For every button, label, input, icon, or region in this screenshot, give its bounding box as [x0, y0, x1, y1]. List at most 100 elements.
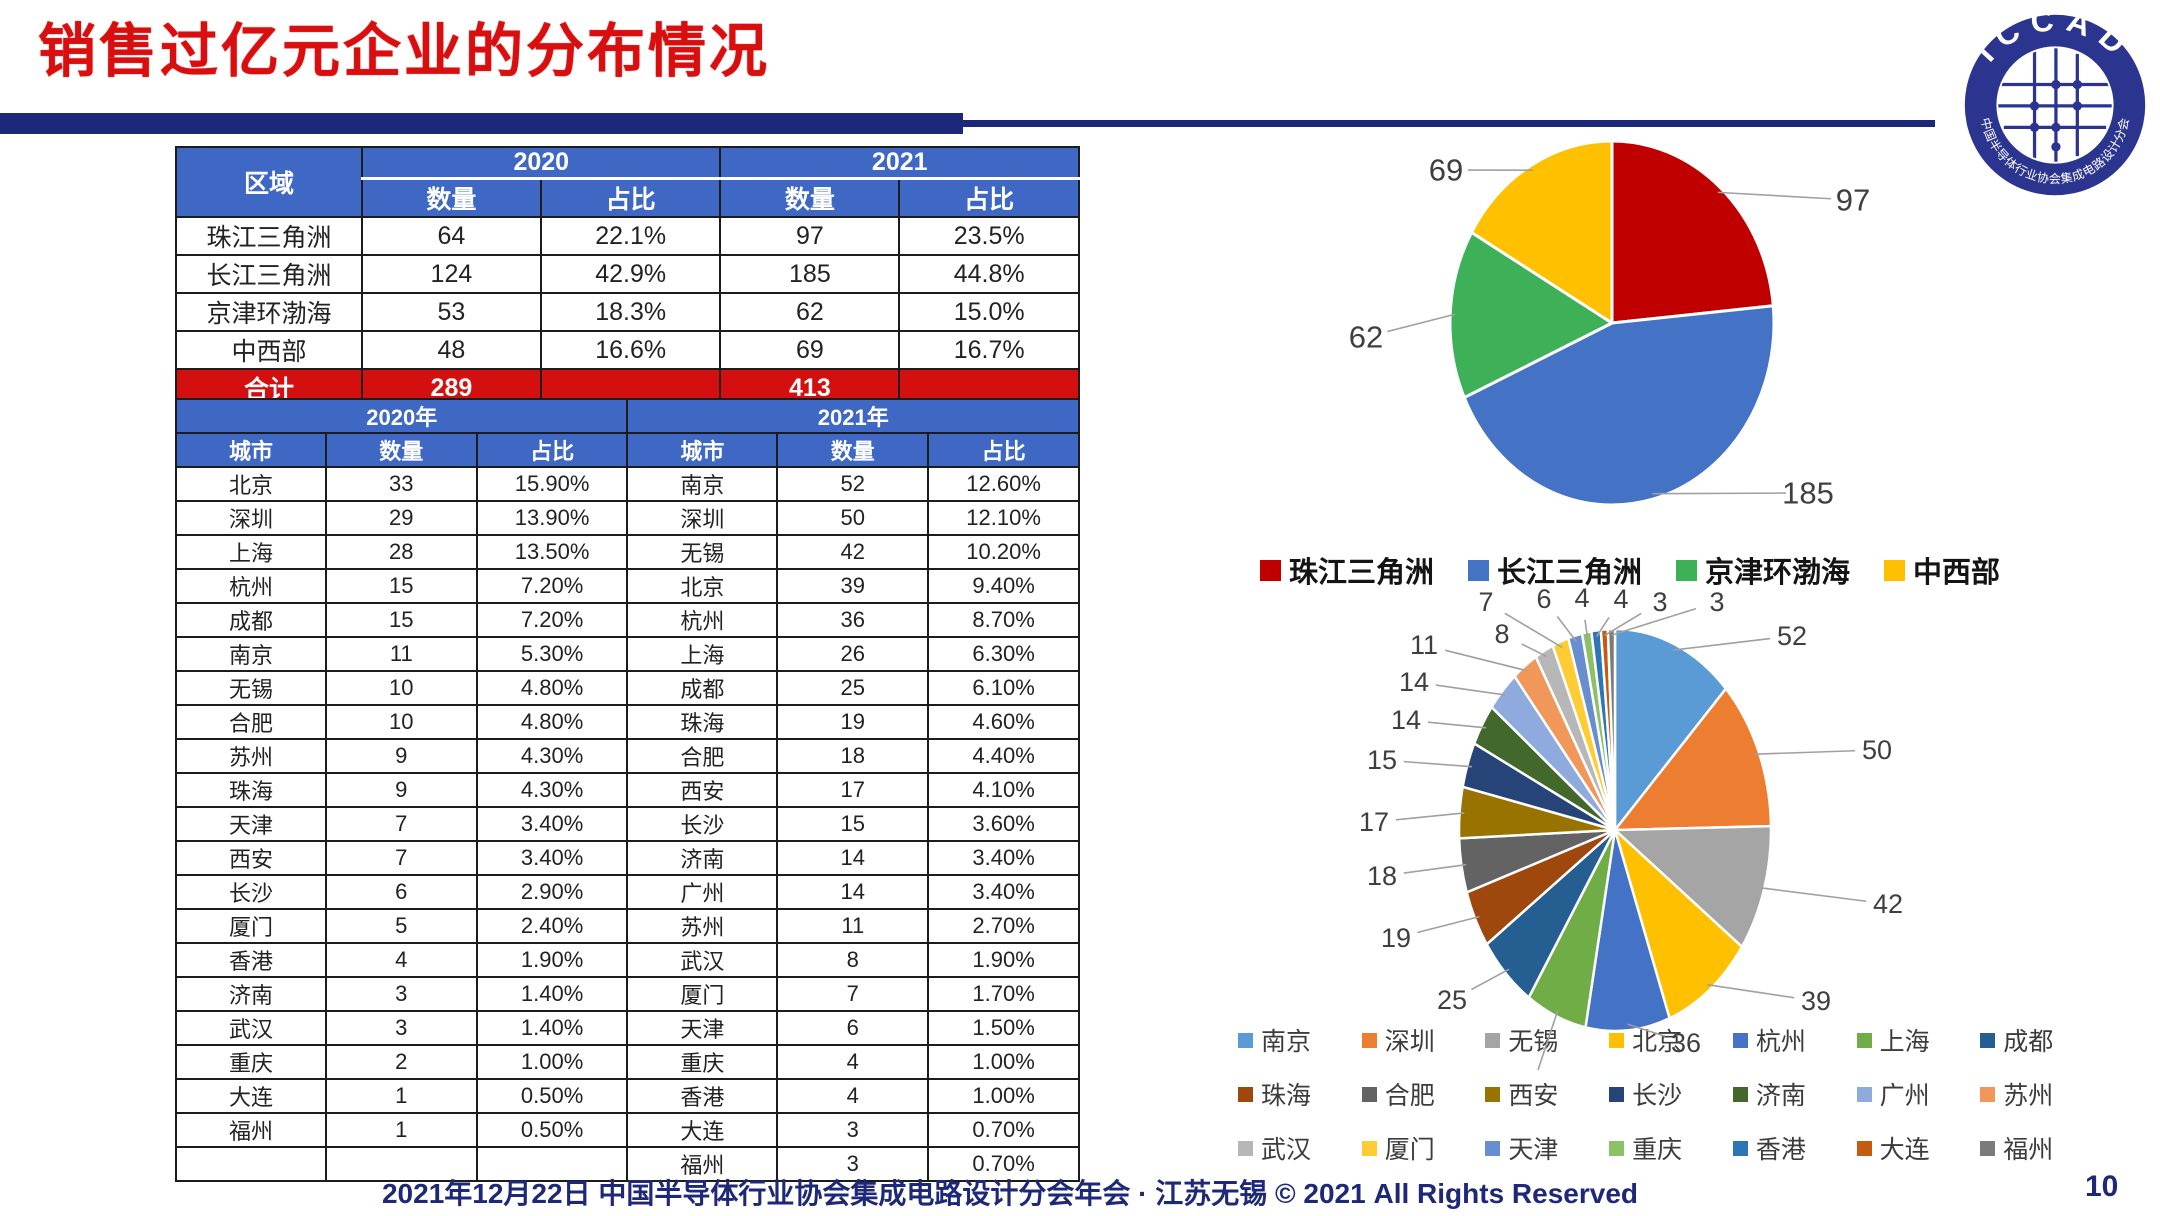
legend-swatch-icon [1361, 1086, 1377, 1102]
pie-slice-南京 [1613, 627, 1728, 832]
table-row: 京津环渤海 53 18.3% 62 15.0% [174, 292, 1080, 332]
table-cell: 2.90% [475, 874, 629, 910]
pie-data-label-长江三角洲: 185 [1782, 476, 1834, 511]
table-cell [175, 1146, 327, 1182]
table-cell: 17 [776, 772, 930, 808]
pie-data-label-广州: 14 [1399, 667, 1429, 697]
legend-swatch-icon [1238, 1086, 1253, 1102]
table-subheader-row: 城市 数量 占比 城市 数量 占比 [175, 432, 1080, 468]
legend-swatch-icon [1259, 559, 1281, 581]
table-row: 武汉 3 1.40% 天津 6 1.50% [175, 1010, 1080, 1046]
table-row: 重庆 2 1.00% 重庆 4 1.00% [175, 1044, 1080, 1080]
table-cell: 44.8% [898, 254, 1080, 294]
table-cell: 武汉 [175, 1010, 327, 1046]
table-cell: 25 [776, 670, 930, 706]
pie-data-label-合肥: 18 [1367, 861, 1397, 891]
table-cell: 4.80% [475, 670, 629, 706]
legend-swatch-icon [1609, 1032, 1625, 1048]
label-leader-line [1717, 191, 1832, 200]
table-cell: 天津 [175, 806, 327, 842]
pie-data-label-济南: 14 [1391, 705, 1421, 735]
table-cell: 中西部 [174, 330, 364, 370]
legend-label: 杭州 [1755, 1028, 1806, 1056]
table-cell: 北京 [626, 568, 779, 604]
legend-swatch-icon [1361, 1032, 1377, 1048]
legend-swatch-icon [1732, 1140, 1748, 1156]
regions-pie-chart: 97 185 62 69 [1349, 139, 1870, 511]
table-cell: 深圳 [175, 500, 327, 536]
table-cell: 1.00% [927, 1044, 1080, 1080]
legend-label: 重庆 [1632, 1136, 1683, 1164]
pie-slice-福州 [1606, 627, 1617, 832]
legend-label: 深圳 [1384, 1028, 1435, 1056]
legend-label: 西安 [1508, 1082, 1559, 1110]
header-count: 数量 [719, 177, 901, 218]
table-cell [324, 1146, 478, 1182]
table-cell: 7.20% [475, 602, 629, 638]
legend-item-广州: 广州 [1856, 1076, 1975, 1112]
header-share: 占比 [539, 177, 722, 218]
page-title: 销售过亿元企业的分布情况 [38, 19, 771, 84]
table-cell: 7.20% [475, 568, 629, 604]
table-row: 深圳 29 13.90% 深圳 50 12.10% [175, 500, 1080, 536]
table-cell: 4.10% [927, 772, 1080, 808]
table-cell: 成都 [175, 602, 327, 638]
header-year-2020: 2020 [361, 146, 722, 180]
table-cell: 15 [324, 602, 478, 638]
legend-item-福州: 福州 [1980, 1130, 2098, 1166]
table-cell: 1 [324, 1112, 478, 1148]
pie-slice-天津 [1567, 632, 1617, 832]
pie-data-label-无锡: 42 [1873, 889, 1903, 919]
table-cell: 厦门 [175, 908, 327, 944]
legend-swatch-icon [1856, 1086, 1872, 1102]
table-cell: 42.9% [539, 254, 722, 294]
table-cell: 124 [361, 254, 542, 294]
table-cell: 16.7% [898, 330, 1080, 370]
table-cell: 上海 [626, 636, 779, 672]
legend-label: 香港 [1755, 1136, 1806, 1164]
table-cell: 1 [324, 1078, 478, 1114]
legend-item-香港: 香港 [1732, 1130, 1851, 1166]
title-underline-thin [963, 120, 1935, 127]
pie-slice-京津环渤海 [1448, 230, 1614, 400]
table-cell: 天津 [626, 1010, 779, 1046]
table-cell: 4.40% [927, 738, 1080, 774]
label-leader-line [1556, 616, 1577, 642]
table-cell: 长沙 [175, 874, 327, 910]
table-cell: 10.20% [927, 534, 1080, 570]
table-cell: 13.90% [475, 500, 629, 536]
legend-item-珠海: 珠海 [1238, 1076, 1356, 1112]
table-cell: 9 [324, 772, 478, 808]
table-row: 济南 3 1.40% 厦门 7 1.70% [175, 976, 1080, 1012]
pie-slice-无锡 [1613, 824, 1773, 949]
pie-slice-武汉 [1534, 644, 1617, 832]
pie-slice-长江三角洲 [1462, 304, 1776, 507]
table-cell: 7 [324, 806, 478, 842]
legend-item-合肥: 合肥 [1361, 1076, 1480, 1112]
table-cell: 4.80% [475, 704, 629, 740]
legend-label: 济南 [1755, 1082, 1806, 1110]
table-cell: 广州 [626, 874, 779, 910]
table-cell: 16.6% [539, 330, 722, 370]
pie-data-label-珠江三角洲: 97 [1836, 183, 1870, 218]
legend-swatch-icon [1980, 1086, 1996, 1102]
legend-item-深圳: 深圳 [1361, 1022, 1480, 1058]
pie-data-label-西安: 17 [1359, 807, 1389, 837]
pie-slice-重庆 [1580, 630, 1617, 832]
table-cell: 南京 [175, 636, 327, 672]
table-row: 福州 1 0.50% 大连 3 0.70% [175, 1112, 1080, 1148]
footer-text: 2021年12月22日 中国半导体行业协会集成电路设计分会年会 · 江苏无锡 ©… [381, 1178, 1639, 1209]
header-share: 占比 [927, 432, 1080, 468]
table-cell: 济南 [175, 976, 327, 1012]
pie-slice-济南 [1472, 705, 1617, 832]
table-row: 珠海 9 4.30% 西安 17 4.10% [175, 772, 1080, 808]
table-cell: 15.0% [898, 292, 1080, 332]
table-cell: 6.10% [927, 670, 1080, 706]
table-cell: 7 [324, 840, 478, 876]
table-cell: 15.90% [475, 466, 629, 502]
legend-label: 长江三角洲 [1496, 557, 1642, 589]
pie-slice-苏州 [1513, 655, 1617, 832]
table-cell: 厦门 [626, 976, 779, 1012]
legend-swatch-icon [1856, 1140, 1872, 1156]
table-cell: 22.1% [539, 216, 722, 256]
